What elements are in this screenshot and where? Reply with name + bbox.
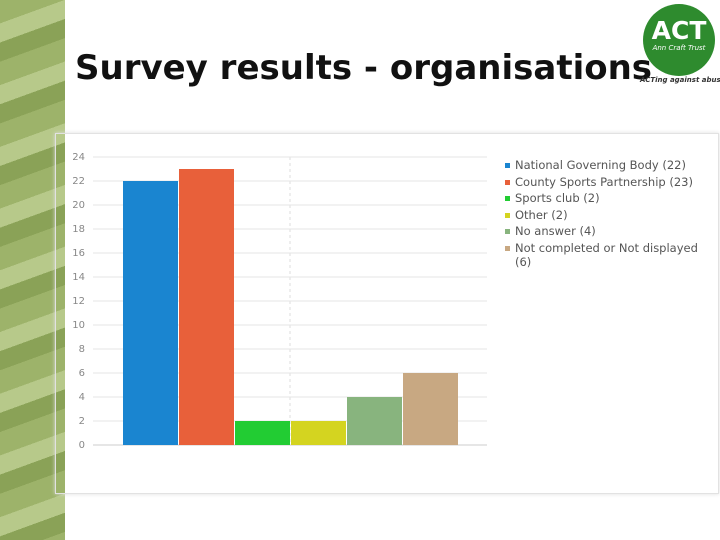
y-tick-label: 24: [72, 152, 85, 163]
y-tick-label: 2: [79, 416, 85, 427]
legend-item: County Sports Partnership (23): [505, 175, 705, 189]
chart-panel: [55, 133, 719, 494]
legend-swatch: [505, 196, 510, 201]
logo-subtitle: Ann Craft Trust: [652, 44, 706, 52]
y-tick-label: 18: [72, 224, 85, 235]
legend-label: Not completed or Not displayed (6): [515, 240, 698, 269]
legend: National Governing Body (22) County Sport…: [505, 158, 705, 271]
legend-label: National Governing Body (22): [515, 158, 686, 172]
legend-swatch: [505, 212, 510, 218]
legend-item: No answer (4): [505, 224, 705, 238]
legend-item: Not completed or Not displayed (6): [505, 241, 705, 269]
legend-swatch: [505, 163, 510, 168]
logo: ACT Ann Craft Trust: [643, 4, 715, 76]
y-tick-label: 16: [72, 248, 85, 259]
bar: [403, 373, 458, 445]
y-tick-label: 6: [79, 368, 85, 379]
y-tick-label: 0: [79, 440, 85, 451]
y-tick-label: 14: [72, 272, 85, 283]
bar: [235, 421, 290, 445]
legend-label: No answer (4): [515, 224, 596, 238]
logo-text: ACT: [651, 16, 707, 45]
tagline: ACTing against abuse: [640, 76, 720, 84]
y-tick-label: 22: [72, 176, 85, 187]
legend-swatch: [505, 245, 510, 251]
legend-label: County Sports Partnership (23): [515, 174, 693, 189]
y-tick-label: 10: [72, 320, 85, 331]
legend-item: National Governing Body (22): [505, 158, 705, 172]
bar: [347, 397, 402, 445]
legend-swatch: [505, 229, 510, 234]
legend-swatch: [505, 179, 510, 185]
slide-title: Survey results - organisations: [75, 48, 653, 88]
bar: [179, 169, 234, 445]
y-tick-label: 4: [79, 392, 85, 403]
legend-item: Sports club (2): [505, 191, 705, 205]
bar: [291, 421, 346, 445]
decorative-strip: [0, 0, 65, 540]
y-tick-label: 12: [72, 296, 85, 307]
legend-label: Other (2): [515, 207, 568, 222]
legend-label: Sports club (2): [515, 191, 600, 205]
bar: [123, 181, 178, 445]
y-tick-label: 20: [72, 200, 85, 211]
legend-item: Other (2): [505, 208, 705, 222]
y-tick-label: 8: [79, 344, 85, 355]
